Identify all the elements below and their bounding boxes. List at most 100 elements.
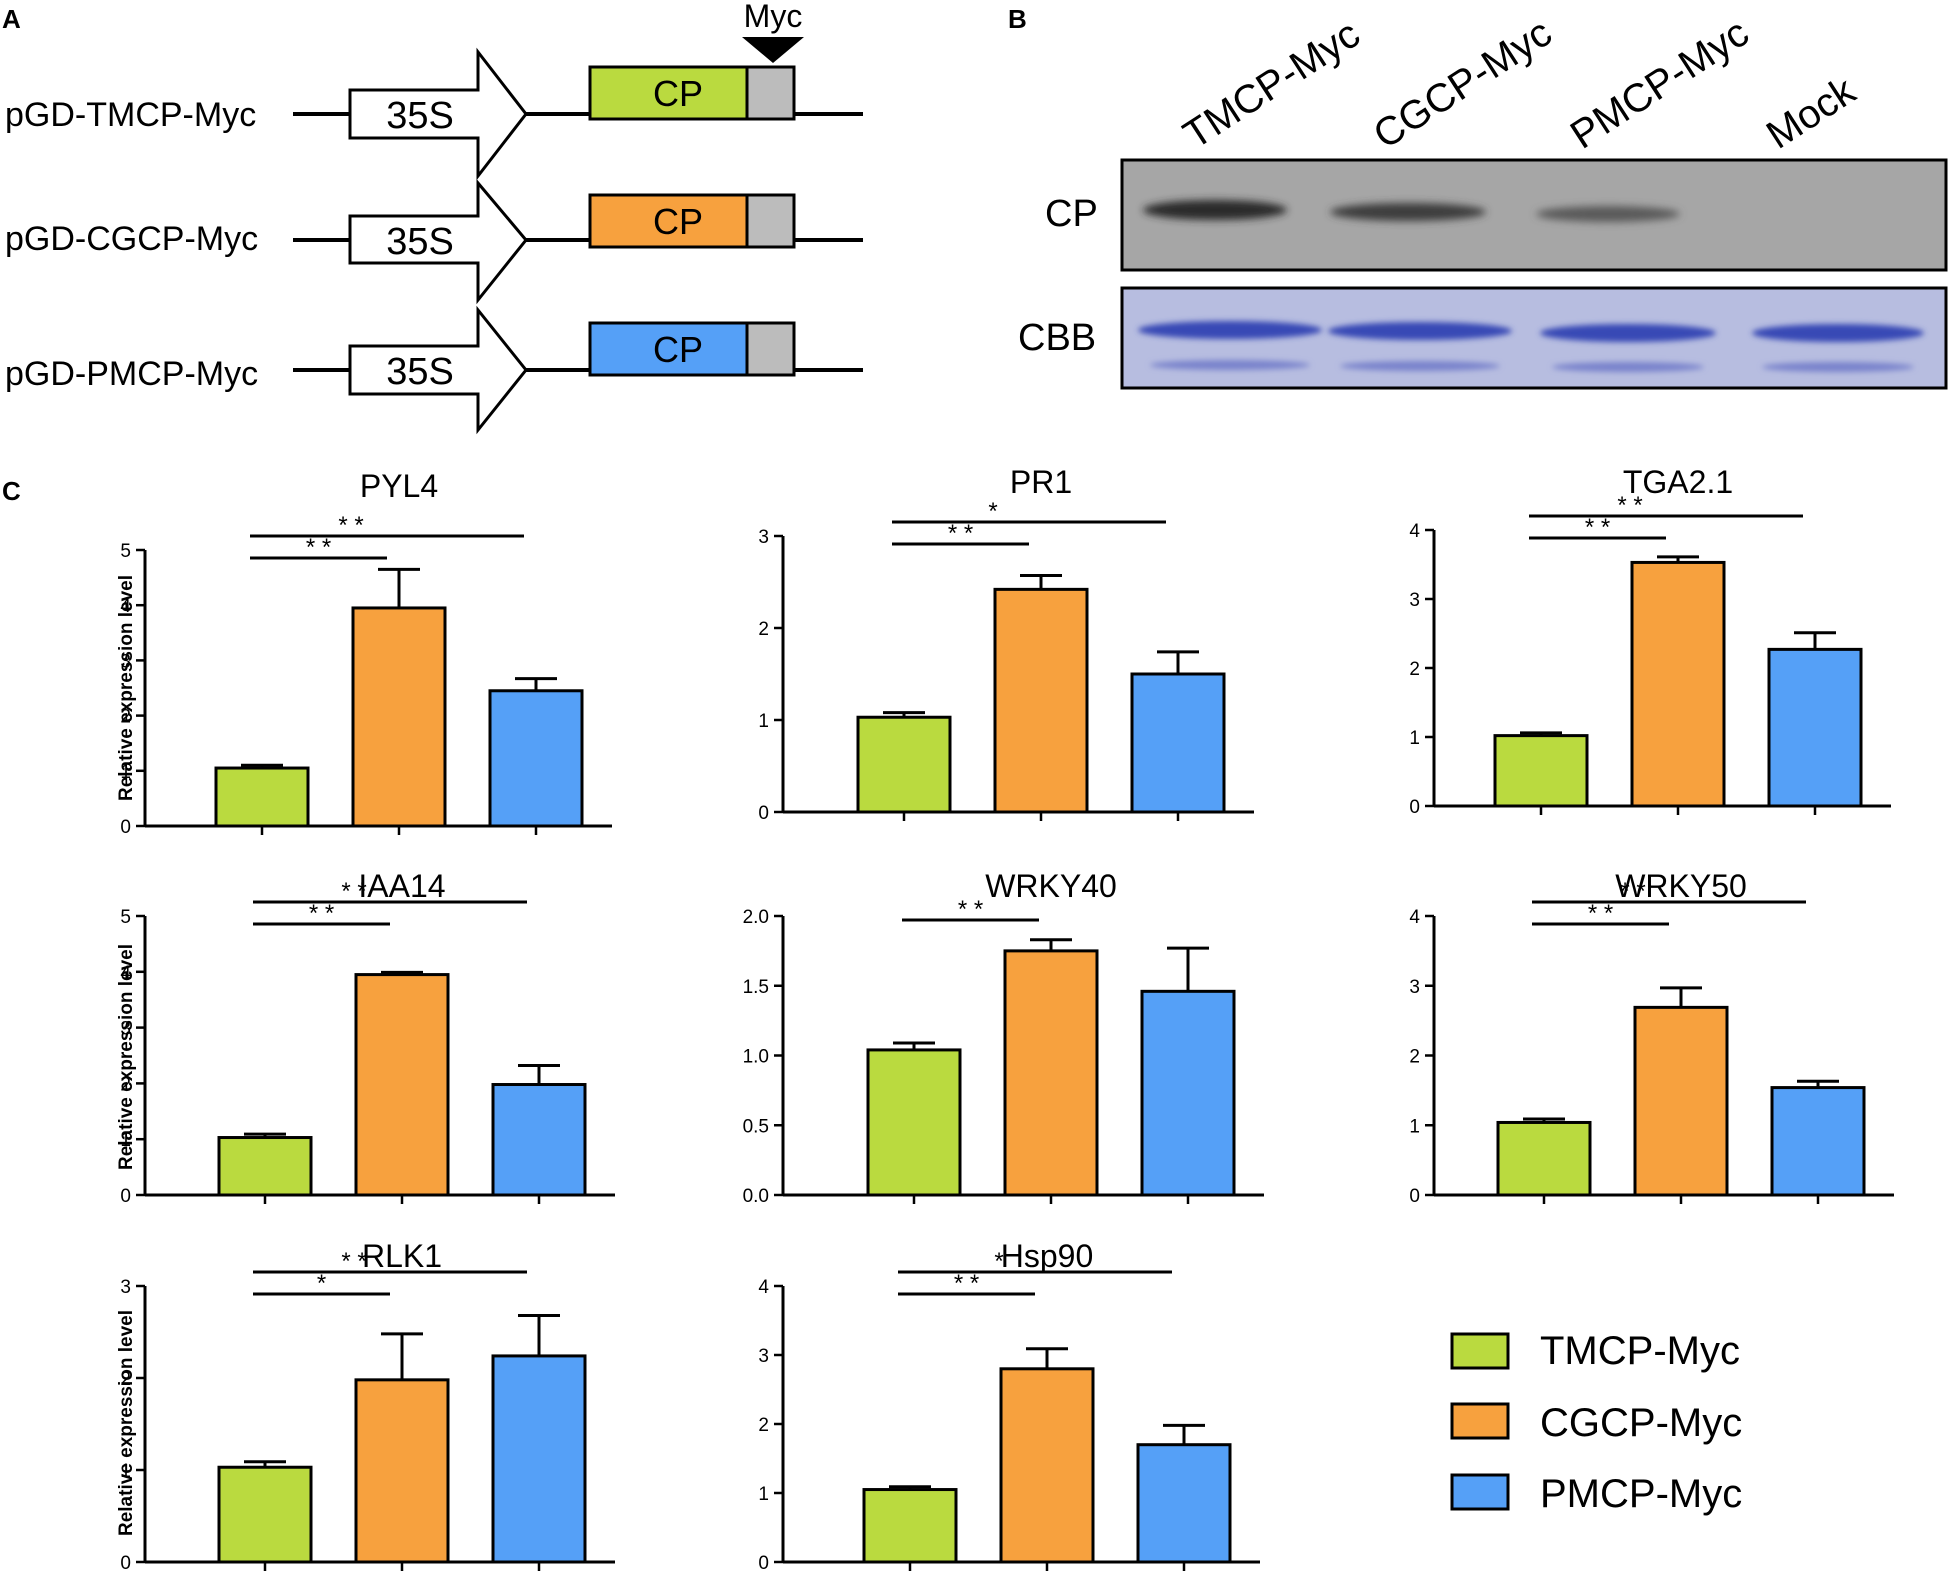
myc-marker	[742, 37, 804, 63]
lane-label: Mock	[1759, 68, 1864, 157]
y-tick-label: 5	[120, 541, 131, 562]
bar-tmcp-myc	[866, 1048, 962, 1197]
y-tick-label: 3	[758, 1346, 769, 1367]
y-tick-label: 0	[120, 817, 131, 838]
bar-cgcp-myc	[351, 606, 447, 828]
bar-tmcp-myc	[1496, 1120, 1592, 1197]
blot-row-label: CP	[1045, 193, 1098, 235]
y-tick-label: 2	[120, 707, 131, 728]
legend-label: CGCP-Myc	[1540, 1401, 1742, 1445]
construct-row: pGD-CGCP-Myc 35S CP	[5, 178, 863, 305]
cbb-faint-band	[1340, 361, 1500, 371]
y-tick-label: 0	[120, 1186, 131, 1207]
y-tick-label: 1	[758, 711, 769, 732]
y-tick-label: 1.5	[743, 977, 769, 998]
cbb-faint-band	[1552, 362, 1704, 372]
bar-chart-wrky40: 0.0 0.5 1.0 1.5 2.0 * *WRKY40	[743, 868, 1264, 1207]
lane-label: CGCP-Myc	[1366, 11, 1560, 158]
y-tick-label: 3	[120, 1019, 131, 1040]
y-tick-label: 1	[758, 1484, 769, 1505]
significance-label: * *	[338, 512, 363, 539]
y-tick-label: 1	[120, 1461, 131, 1482]
significance-label: *	[317, 1270, 326, 1297]
y-tick-label: 1	[1409, 1116, 1420, 1137]
bar-cgcp-myc	[993, 587, 1089, 814]
cp-band	[1330, 203, 1486, 221]
y-tick-label: 4	[120, 596, 131, 617]
chart-title: PYL4	[360, 468, 438, 504]
cbb-faint-band	[1150, 360, 1310, 370]
legend-swatch	[1450, 1402, 1510, 1440]
significance-label: * *	[306, 534, 331, 561]
chart-title: TGA2.1	[1623, 464, 1733, 500]
bar-pmcp-myc	[1130, 672, 1226, 814]
bar-tmcp-myc	[217, 1136, 313, 1197]
cp-gene-box	[588, 321, 749, 377]
cp-gene-label: CP	[653, 329, 703, 370]
cp-gene-box	[588, 65, 749, 121]
myc-tag-box	[745, 193, 796, 249]
bar-chart-rlk1: 0 1 2 3 * * *RLK1 Relative expression level	[116, 1238, 615, 1573]
panel-b: B TMCP-Myc CGCP-Myc PMCP-Myc Mock CP CBB	[1008, 4, 1948, 390]
cp-band	[1143, 200, 1287, 220]
chart-title: Hsp90	[1001, 1238, 1094, 1274]
y-tick-label: 1	[120, 762, 131, 783]
y-tick-label: 2	[1409, 1047, 1420, 1068]
significance-label: *	[988, 498, 997, 525]
bar-pmcp-myc	[1136, 1443, 1232, 1564]
chart-title: WRKY50	[1615, 868, 1747, 904]
cbb-band	[1138, 321, 1322, 339]
bar-chart-pyl4: 0 1 2 3 4 5 * * * * PYL4 Relative expression leve…	[116, 468, 612, 838]
y-tick-label: 2	[758, 619, 769, 640]
significance-label: * *	[1588, 900, 1613, 927]
bar-tmcp-myc	[217, 1465, 313, 1564]
construct-name: pGD-CGCP-Myc	[5, 220, 258, 258]
panel-c-label: C	[2, 476, 21, 506]
y-tick-label: 0	[1409, 797, 1420, 818]
cp-gene-label: CP	[653, 201, 703, 242]
bar-cgcp-myc	[999, 1367, 1095, 1564]
cbb-band	[1752, 324, 1924, 342]
chart-title: WRKY40	[985, 868, 1117, 904]
bar-chart-hsp90: 0 1 2 3 4 * * *Hsp90	[758, 1238, 1260, 1573]
legend-label: PMCP-Myc	[1540, 1472, 1742, 1516]
y-tick-label: 1	[120, 1130, 131, 1151]
y-tick-label: 0.5	[743, 1116, 769, 1137]
y-tick-label: 2	[1409, 659, 1420, 680]
significance-label: * *	[341, 1248, 366, 1275]
legend-label: TMCP-Myc	[1540, 1329, 1740, 1373]
significance-label: * *	[958, 896, 983, 923]
significance-label: * *	[1617, 492, 1642, 519]
construct-name: pGD-TMCP-Myc	[5, 96, 256, 134]
y-axis-label: Relative expression level	[116, 1310, 137, 1536]
blot-row-label: CBB	[1018, 317, 1096, 359]
y-tick-label: 1.0	[743, 1047, 769, 1068]
bar-pmcp-myc	[1140, 989, 1236, 1197]
y-axis-label: Relative expression level	[116, 575, 137, 801]
bar-cgcp-myc	[1633, 1005, 1729, 1197]
y-tick-label: 3	[1409, 590, 1420, 611]
chart-title: PR1	[1010, 464, 1072, 500]
y-tick-label: 4	[120, 963, 131, 984]
myc-label: Myc	[744, 0, 803, 34]
lane-label: PMCP-Myc	[1563, 11, 1757, 158]
y-tick-label: 1	[1409, 728, 1420, 749]
myc-tag-box	[745, 65, 796, 121]
lane-label: TMCP-Myc	[1176, 12, 1368, 158]
myc-tag-box	[745, 321, 796, 377]
y-tick-label: 0	[758, 803, 769, 824]
y-axis-label: Relative expression level	[116, 944, 137, 1170]
bar-cgcp-myc	[354, 973, 450, 1197]
bar-chart-pr1: 0 1 2 3 * * * PR1	[758, 464, 1254, 824]
cp-band	[1536, 206, 1680, 222]
y-tick-label: 3	[120, 651, 131, 672]
construct-row: pGD-TMCP-Myc 35S CP	[5, 47, 863, 181]
legend-swatch	[1450, 1473, 1510, 1511]
panel-b-label: B	[1008, 4, 1027, 34]
significance-label: * *	[1585, 514, 1610, 541]
significance-label: *	[994, 1248, 1003, 1275]
promoter-label: 35S	[386, 95, 454, 137]
promoter-label: 35S	[386, 351, 454, 393]
